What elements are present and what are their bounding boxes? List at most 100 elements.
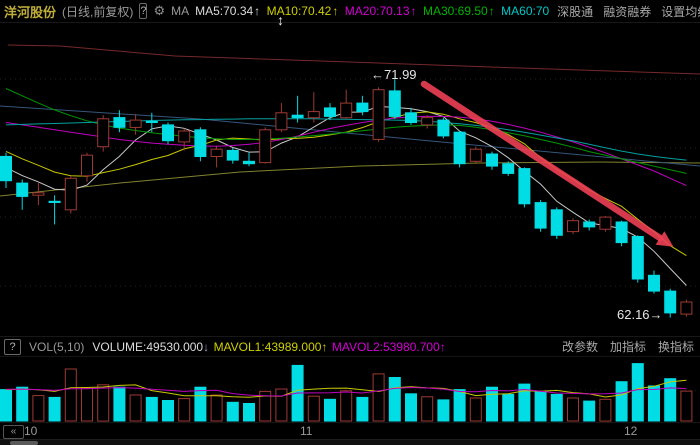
scrollbar-thumb[interactable]	[10, 441, 38, 445]
volume-bar	[453, 389, 466, 422]
vol-menu-item-2[interactable]: 换指标	[657, 340, 694, 354]
drawn-arrow-head	[655, 231, 674, 247]
help-icon[interactable]: ?	[139, 3, 148, 19]
candle-body	[405, 112, 417, 124]
x-axis-label-1: 11	[300, 424, 313, 438]
vol-indicator-name: VOL(5,10)	[29, 339, 85, 354]
volume-chart[interactable]	[0, 357, 700, 422]
vol-value-arrow-1: ↑	[321, 339, 328, 354]
top-indicator-bar: 洋河股份 (日线,前复权) ? ⚙ MA MA5:70.34↑ MA10:70.…	[0, 0, 700, 23]
ma-value-arrow-3: ↑	[488, 4, 495, 18]
volume-bar	[64, 368, 77, 422]
volume-bar	[469, 397, 482, 422]
vol-menu-item-1[interactable]: 加指标	[609, 340, 646, 354]
vol-menu: 改参数 加指标 换指标	[562, 338, 700, 355]
mavol-line-mavol2	[5, 386, 687, 397]
candle-body	[243, 160, 255, 165]
candle-body	[648, 274, 660, 292]
candle-body	[356, 102, 369, 113]
candle-body	[567, 220, 579, 233]
ma-value-arrow-2: ↑	[410, 4, 417, 18]
candle-body	[388, 90, 401, 117]
volume-bar	[615, 381, 628, 422]
ma-value-arrow-1: ↑	[332, 4, 339, 18]
menu-item-1[interactable]: 融资融券	[603, 4, 652, 19]
candle-body	[534, 202, 547, 229]
ma-group-label: MA	[171, 4, 190, 18]
mavol-line-mavol1	[5, 379, 687, 398]
candle-body	[469, 148, 482, 162]
gear-icon[interactable]: ⚙	[153, 3, 166, 18]
candle-body	[486, 153, 498, 167]
candle-body	[97, 118, 110, 148]
menu-item-2[interactable]: 设置均线	[661, 4, 700, 19]
candle-body	[340, 102, 353, 119]
menu-item-0[interactable]: 深股通	[557, 4, 594, 19]
price-chart[interactable]	[0, 23, 700, 336]
candle-body	[0, 155, 12, 182]
ma-value-3: MA30:69.50↑	[422, 4, 495, 18]
candle-body	[162, 124, 174, 142]
volume-bar	[340, 390, 353, 422]
volume-bar	[32, 395, 45, 422]
vol-values: VOLUME:49530.000↓ MAVOL1:43989.000↑ MAVO…	[92, 338, 445, 356]
volume-indicator-bar: ? VOL(5,10) VOLUME:49530.000↓ MAVOL1:439…	[0, 336, 700, 357]
candle-body	[291, 114, 304, 119]
vol-value-2: MAVOL2:53980.700↑	[331, 339, 446, 354]
top-menu: 深股通融资融券设置均线	[557, 3, 700, 20]
candle-body	[631, 236, 644, 280]
vol-help-icon[interactable]: ?	[4, 338, 21, 355]
vol-value-arrow-2: ↑	[439, 339, 446, 354]
volume-bar	[388, 377, 401, 422]
candle-body	[421, 117, 434, 126]
volume-bar	[421, 396, 434, 422]
volume-bar	[372, 373, 385, 422]
volume-bar	[631, 363, 644, 422]
volume-bar	[0, 389, 12, 422]
long-ma-maroon	[7, 44, 700, 75]
vol-value-0: VOLUME:49530.000↓	[92, 339, 210, 354]
candle-body	[210, 148, 223, 157]
candle-body	[275, 112, 288, 131]
x-axis: « 10 11 12	[0, 422, 700, 439]
candle-body	[550, 209, 563, 236]
x-axis-label-0: 10	[24, 424, 38, 438]
ma-value-2: MA20:70.13↑	[344, 4, 417, 18]
candle-body	[502, 163, 515, 174]
candle-body	[324, 107, 336, 117]
volume-bar	[16, 386, 29, 422]
volume-bar	[680, 390, 693, 422]
volume-bar	[162, 400, 174, 422]
candle-body	[615, 221, 628, 244]
vol-value-1: MAVOL1:43989.000↑	[213, 339, 328, 354]
collapse-button[interactable]: «	[3, 425, 24, 439]
candle-body	[64, 177, 77, 211]
candle-body	[259, 129, 272, 164]
candle-body	[194, 129, 207, 158]
ma-value-4: MA60:70	[501, 4, 550, 18]
candle-body	[437, 119, 450, 137]
stock-name: 洋河股份	[4, 4, 57, 20]
volume-bar	[129, 394, 142, 422]
volume-bar	[356, 396, 369, 422]
chart-scrollbar[interactable]	[0, 439, 700, 445]
volume-bar	[178, 398, 191, 422]
volume-bar	[97, 384, 110, 422]
candle-body	[453, 131, 466, 165]
drawn-arrow-shaft	[420, 80, 664, 242]
volume-bar	[113, 386, 126, 422]
volume-bar	[81, 387, 93, 422]
candle-body	[145, 120, 158, 124]
volume-bar	[518, 383, 531, 422]
vol-menu-item-0[interactable]: 改参数	[561, 340, 598, 354]
volume-bar	[259, 390, 272, 422]
volume-bar	[534, 391, 547, 422]
volume-bar	[664, 378, 677, 422]
volume-bar	[550, 393, 563, 422]
candle-body	[226, 149, 239, 161]
candle-body	[518, 168, 531, 205]
candle-body	[178, 130, 191, 143]
ma-value-arrow-0: ↑	[254, 4, 261, 18]
low-price-annotation: 62.16→	[617, 307, 663, 322]
